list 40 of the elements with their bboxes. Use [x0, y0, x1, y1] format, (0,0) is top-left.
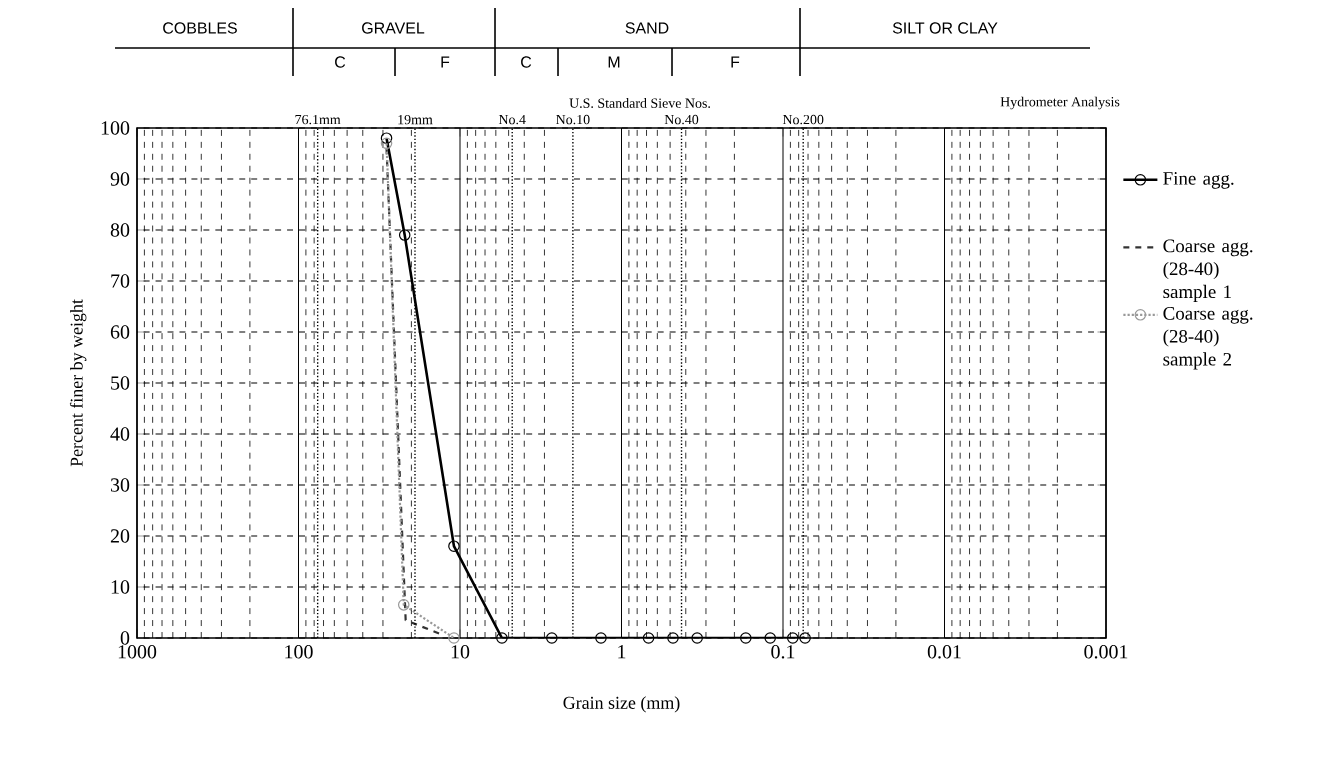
x-tick-label: 0.1 [771, 645, 795, 659]
text: SILT OR CLAY [892, 22, 998, 34]
x-axis-title: Grain size (mm) [563, 696, 680, 713]
text: M [608, 56, 620, 68]
ref-line-label: 76.1mm [295, 114, 341, 125]
x-tick-label: 0.01 [927, 645, 961, 659]
y-tick-label: 40 [110, 427, 130, 441]
x-tick-label: 10 [451, 645, 470, 659]
text: C [335, 56, 346, 68]
x-tick-label: 1000 [118, 645, 157, 659]
x-tick-label: 1 [618, 645, 626, 659]
ref-line-label: No.10 [556, 114, 590, 125]
text: C [521, 56, 532, 68]
text: GRAVEL [362, 22, 425, 34]
ref-line-label: No.4 [498, 114, 526, 125]
y-tick-label: 90 [110, 172, 130, 186]
y-tick-label: 80 [110, 223, 130, 237]
text: F [731, 56, 740, 68]
text: COBBLES [163, 22, 237, 34]
legend-label: Coarse agg. (28-40) sample 2 [1163, 307, 1253, 370]
y-tick-label: 60 [110, 325, 130, 339]
ref-line-label: 19mm [398, 114, 433, 125]
text: U.S. Standard Sieve Nos. [569, 98, 710, 108]
legend-label: Fine agg. [1163, 172, 1234, 189]
y-axis-title: Percent finer by weight [69, 299, 87, 467]
y-tick-label: 100 [101, 121, 130, 135]
y-tick-label: 30 [111, 478, 130, 492]
x-tick-label: 100 [285, 645, 313, 659]
text: Hydrometer Analysis [1000, 96, 1120, 110]
y-tick-label: 10 [111, 580, 130, 594]
y-tick-label: 50 [111, 376, 130, 390]
y-tick-label: 70 [111, 274, 130, 288]
ref-line-label: No.200 [782, 114, 824, 125]
legend-label: Coarse agg. (28-40) sample 1 [1163, 239, 1253, 302]
text: SAND [625, 22, 669, 34]
x-tick-label: 0.001 [1084, 645, 1128, 659]
ref-line-label: No.40 [664, 114, 699, 125]
y-tick-label: 20 [110, 529, 130, 543]
text: F [441, 56, 450, 68]
y-tick-label: 0 [120, 631, 130, 645]
